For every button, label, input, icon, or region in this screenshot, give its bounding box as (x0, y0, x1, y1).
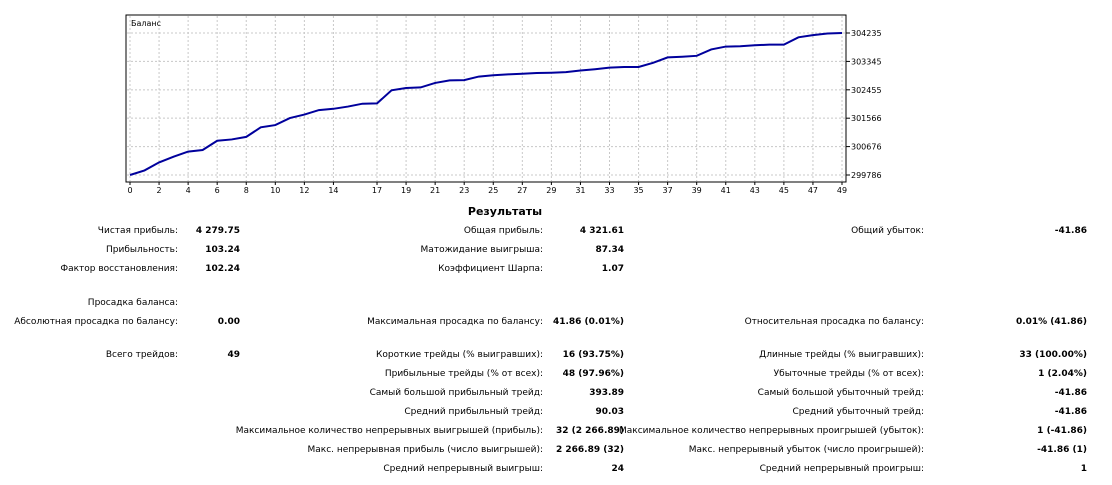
x-tick-label: 41 (721, 186, 731, 195)
results-title: Результаты (467, 205, 543, 218)
x-tick-label: 27 (517, 186, 527, 195)
result-label: Абсолютная просадка по балансу: (14, 317, 178, 327)
result-label: Максимальное количество непрерывных прои… (619, 426, 924, 436)
result-value: 4 321.61 (579, 226, 624, 236)
result-value: 49 (227, 350, 240, 360)
result-label: Общий убыток: (851, 226, 924, 236)
result-label: Средний убыточный трейд: (792, 407, 924, 417)
x-axis-ticks: 0 2 4 6 8 10 12 14 17 19 21 23 25 27 29 31 33 35 37 39 41 43 4… (127, 182, 847, 195)
x-tick-label: 2 (157, 186, 162, 195)
y-tick-label: 303345 (851, 57, 882, 66)
result-label: Средний прибыльный трейд: (404, 407, 543, 417)
x-tick-label: 10 (270, 186, 280, 195)
result-value: 1 (-41.86) (1037, 426, 1087, 436)
result-label: Средний непрерывный выигрыш: (383, 464, 543, 474)
balance-series-line (129, 32, 843, 176)
result-value: 393.89 (589, 388, 624, 398)
x-tick-label: 4 (186, 186, 191, 195)
x-tick-label: 0 (127, 186, 132, 195)
result-value: -41.86 (1054, 388, 1087, 398)
result-value: 0.01% (41.86) (1015, 317, 1087, 327)
result-value: 1.07 (601, 264, 624, 274)
x-tick-label: 12 (299, 186, 309, 195)
y-tick-label: 304235 (851, 29, 882, 38)
result-label: Просадка баланса: (87, 298, 178, 308)
result-value: 41.86 (0.01%) (552, 317, 624, 327)
result-value: 87.34 (595, 245, 624, 255)
x-tick-label: 17 (372, 186, 382, 195)
y-tick-label: 300676 (851, 143, 882, 152)
result-value: 0.00 (217, 317, 240, 327)
result-value: 90.03 (595, 407, 624, 417)
result-label: Общая прибыль: (463, 226, 543, 236)
result-value: 102.24 (205, 264, 240, 274)
result-label: Убыточные трейды (% от всех): (773, 369, 924, 379)
result-label: Чистая прибыль: (97, 226, 178, 236)
x-tick-label: 47 (808, 186, 818, 195)
result-value: -41.86 (1) (1037, 445, 1087, 455)
result-value: 2 266.89 (32) (555, 445, 624, 455)
x-tick-label: 19 (401, 186, 411, 195)
result-label: Матожидание выигрыша: (420, 245, 543, 255)
x-tick-label: 39 (692, 186, 702, 195)
result-value: 1 (1080, 464, 1087, 474)
y-tick-label: 301566 (851, 114, 882, 123)
result-label: Максимальное количество непрерывных выиг… (235, 426, 543, 436)
result-label: Макс. непрерывный убыток (число проигрыш… (688, 445, 924, 455)
result-label: Короткие трейды (% выигравших): (376, 350, 543, 360)
x-tick-label: 45 (779, 186, 789, 195)
result-value: -41.86 (1054, 407, 1087, 417)
result-value: 33 (100.00%) (1019, 350, 1087, 360)
result-label: Средний непрерывный проигрыш: (759, 464, 924, 474)
result-label: Всего трейдов: (105, 350, 178, 360)
x-tick-label: 14 (328, 186, 338, 195)
result-label: Длинные трейды (% выигравших): (759, 350, 924, 360)
x-tick-label: 25 (488, 186, 498, 195)
result-label: Прибыльные трейды (% от всех): (384, 369, 543, 379)
result-value: 16 (93.75%) (562, 350, 624, 360)
result-label: Самый большой прибыльный трейд: (369, 388, 543, 398)
chart-title: Баланс (131, 19, 161, 28)
x-tick-label: 8 (244, 186, 249, 195)
plot-frame (125, 14, 847, 183)
result-label: Прибыльность: (106, 245, 178, 255)
result-label: Макс. непрерывная прибыль (число выигрыш… (307, 445, 543, 455)
result-label: Фактор восстановления: (60, 264, 178, 274)
y-axis-ticks: 304235 303345 302455 301566 300676 299786 (846, 29, 882, 180)
x-tick-label: 6 (215, 186, 220, 195)
result-value: 103.24 (205, 245, 240, 255)
result-value: 4 279.75 (195, 226, 240, 236)
result-label: Относительная просадка по балансу: (744, 317, 924, 327)
result-value: 48 (97.96%) (562, 369, 624, 379)
y-tick-label: 302455 (851, 86, 882, 95)
result-value: 1 (2.04%) (1038, 369, 1087, 379)
x-tick-label: 49 (837, 186, 847, 195)
result-label: Коэффициент Шарпа: (438, 264, 543, 274)
result-value: 24 (611, 464, 624, 474)
x-tick-label: 43 (750, 186, 760, 195)
x-tick-label: 35 (633, 186, 643, 195)
balance-chart: Баланс 0 2 4 6 8 10 12 14 17 19 21 23 25 27 29 31 33 35 37… (125, 14, 882, 195)
result-value: 32 (2 266.89) (555, 426, 624, 436)
x-tick-label: 31 (575, 186, 585, 195)
grid (127, 16, 845, 181)
result-label: Максимальная просадка по балансу: (367, 317, 543, 327)
x-tick-label: 37 (663, 186, 673, 195)
x-tick-label: 23 (459, 186, 469, 195)
x-tick-label: 33 (604, 186, 614, 195)
result-label: Самый большой убыточный трейд: (757, 388, 924, 398)
x-tick-label: 21 (430, 186, 440, 195)
result-value: -41.86 (1054, 226, 1087, 236)
x-tick-label: 29 (546, 186, 556, 195)
y-tick-label: 299786 (851, 171, 882, 180)
